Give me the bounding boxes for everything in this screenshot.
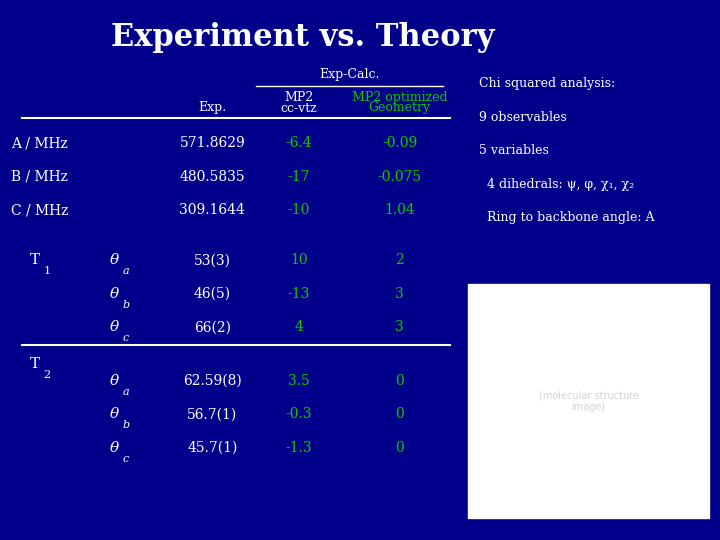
Text: 3: 3 (395, 287, 404, 301)
Text: MP2 optimized: MP2 optimized (352, 91, 447, 104)
Text: Chi squared analysis:: Chi squared analysis: (479, 77, 615, 90)
Text: 4: 4 (294, 320, 303, 334)
Text: Geometry: Geometry (369, 102, 431, 114)
Text: 1.04: 1.04 (384, 203, 415, 217)
Text: 480.5835: 480.5835 (179, 170, 246, 184)
Text: Exp-Calc.: Exp-Calc. (319, 68, 379, 81)
Text: θ: θ (109, 407, 119, 421)
Text: 46(5): 46(5) (194, 287, 231, 301)
Text: 5 variables: 5 variables (479, 144, 549, 157)
Text: MP2: MP2 (284, 91, 313, 104)
Bar (468, 284, 709, 518)
Text: 2: 2 (395, 253, 404, 267)
Text: cc-vtz: cc-vtz (280, 102, 318, 114)
Text: -0.075: -0.075 (377, 170, 422, 184)
Text: a: a (122, 387, 129, 396)
Text: -0.09: -0.09 (382, 136, 417, 150)
Text: 9 observables: 9 observables (479, 111, 567, 124)
Text: -17: -17 (287, 170, 310, 184)
Text: 2: 2 (43, 370, 50, 380)
Text: (molecular structure
image): (molecular structure image) (539, 390, 639, 411)
Text: 4 dihedrals: ψ, φ, χ₁, χ₂: 4 dihedrals: ψ, φ, χ₁, χ₂ (479, 178, 634, 191)
Text: 66(2): 66(2) (194, 320, 231, 334)
Text: A / MHz: A / MHz (12, 136, 68, 150)
Text: θ: θ (109, 441, 119, 455)
Text: -1.3: -1.3 (286, 441, 312, 455)
Text: b: b (122, 420, 130, 430)
Text: 3: 3 (395, 320, 404, 334)
Text: Ring to backbone angle: A: Ring to backbone angle: A (479, 211, 654, 224)
Text: 0: 0 (395, 407, 404, 421)
Text: -6.4: -6.4 (286, 136, 312, 150)
Text: 0: 0 (395, 374, 404, 388)
Text: C / MHz: C / MHz (11, 203, 68, 217)
Text: θ: θ (109, 287, 119, 301)
Text: -10: -10 (287, 203, 310, 217)
Text: 3.5: 3.5 (288, 374, 310, 388)
Text: T: T (30, 357, 40, 371)
Text: 56.7(1): 56.7(1) (187, 407, 238, 421)
Text: 571.8629: 571.8629 (179, 136, 246, 150)
Text: 1: 1 (43, 266, 50, 276)
Text: -13: -13 (287, 287, 310, 301)
Text: T: T (30, 253, 40, 267)
Text: b: b (122, 300, 130, 309)
Text: c: c (122, 333, 129, 343)
Text: θ: θ (109, 374, 119, 388)
Text: -0.3: -0.3 (286, 407, 312, 421)
Text: B / MHz: B / MHz (12, 170, 68, 184)
Text: θ: θ (109, 253, 119, 267)
Text: a: a (122, 266, 129, 276)
Text: 0: 0 (395, 441, 404, 455)
Text: 309.1644: 309.1644 (179, 203, 246, 217)
Text: c: c (122, 454, 129, 463)
Text: Experiment vs. Theory: Experiment vs. Theory (111, 22, 494, 52)
Text: Exp.: Exp. (198, 102, 227, 114)
Text: 45.7(1): 45.7(1) (187, 441, 238, 455)
Text: 53(3): 53(3) (194, 253, 231, 267)
Text: 62.59(8): 62.59(8) (183, 374, 242, 388)
Text: 10: 10 (290, 253, 307, 267)
Text: θ: θ (109, 320, 119, 334)
